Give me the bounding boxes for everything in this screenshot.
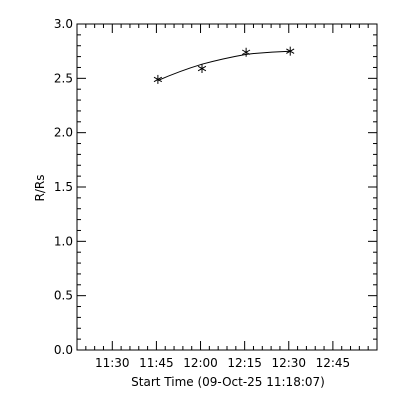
y-axis-title: R/Rs	[33, 175, 47, 202]
data-point	[197, 64, 207, 74]
asterisk-stroke	[286, 48, 295, 54]
fit-line	[157, 50, 291, 81]
data-point	[241, 47, 251, 57]
asterisk-stroke	[197, 65, 207, 72]
axes	[76, 23, 378, 351]
ticks	[76, 23, 378, 351]
y-tick-label: 2.0	[54, 126, 73, 140]
y-tick-labels: 0.0 0.5 1.0 1.5 2.0 2.5 3.0	[54, 17, 73, 357]
data-series	[153, 46, 295, 84]
x-axis-title: Start Time (09-Oct-25 11:18:07)	[131, 375, 325, 389]
plot-frame	[76, 23, 378, 351]
y-tick-label: 3.0	[54, 17, 73, 31]
asterisk-stroke	[241, 49, 251, 55]
x-tick-label: 11:30	[95, 356, 130, 370]
x-tick-labels: 11:30 11:45 12:00 12:15 12:30 12:45	[95, 356, 350, 370]
data-point	[153, 74, 163, 84]
y-tick-label: 0.0	[54, 343, 73, 357]
x-tick-label: 12:15	[227, 356, 262, 370]
x-tick-label: 12:45	[316, 356, 351, 370]
data-point	[286, 46, 295, 56]
x-tick-label: 11:45	[139, 356, 174, 370]
asterisk-stroke	[153, 76, 163, 83]
y-tick-label: 1.5	[54, 180, 73, 194]
x-tick-label: 12:00	[183, 356, 218, 370]
y-tick-label: 2.5	[54, 71, 73, 85]
y-tick-label: 1.0	[54, 234, 73, 248]
y-tick-label: 0.5	[54, 289, 73, 303]
x-tick-label: 12:30	[271, 356, 306, 370]
